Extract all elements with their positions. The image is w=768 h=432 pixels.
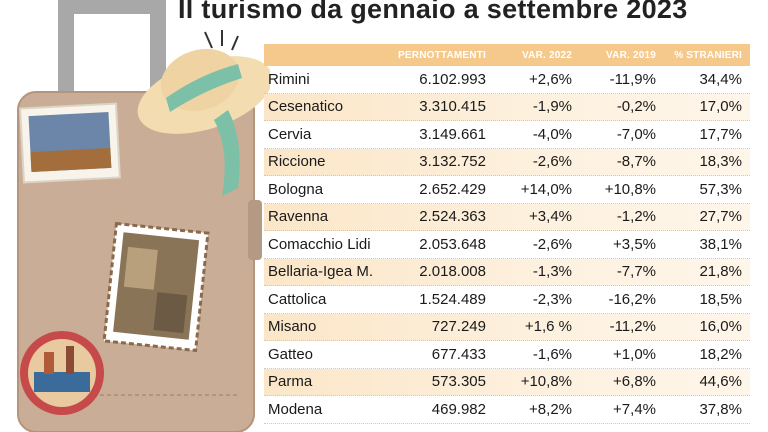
postage-stamp-icon	[19, 102, 121, 184]
header-pernottamenti: PERNOTTAMENTI	[398, 49, 486, 61]
row-pernottamenti: 2.524.363	[419, 208, 486, 226]
row-stranieri: 18,2%	[699, 345, 742, 363]
row-var-2019: -1,2%	[616, 208, 656, 226]
row-stranieri: 27,7%	[699, 208, 742, 226]
row-var-2022: +14,0%	[520, 180, 572, 198]
header-var-2022: VAR. 2022	[522, 49, 572, 61]
row-pernottamenti: 677.433	[431, 345, 486, 363]
row-pernottamenti: 573.305	[431, 373, 486, 391]
row-city: Ravenna	[268, 208, 329, 226]
row-stranieri: 17,0%	[699, 98, 742, 116]
row-city: Riccione	[268, 153, 326, 171]
row-var-2022: -2,3%	[532, 290, 572, 308]
row-var-2022: -2,6%	[532, 235, 572, 253]
row-stranieri: 21,8%	[699, 263, 742, 281]
table-row: Comacchio Lidi 2.053.648 -2,6% +3,5% 38,1%	[264, 231, 750, 259]
row-city: Comacchio Lidi	[268, 235, 371, 253]
row-var-2022: -1,9%	[532, 98, 572, 116]
row-var-2022: +1,6 %	[524, 318, 572, 336]
row-stranieri: 34,4%	[699, 70, 742, 88]
suitcase-handle-icon	[58, 0, 166, 100]
row-stranieri: 44,6%	[699, 373, 742, 391]
row-var-2019: +3,5%	[613, 235, 656, 253]
row-city: Rimini	[268, 70, 310, 88]
row-var-2022: +8,2%	[529, 400, 572, 418]
row-var-2019: +6,8%	[613, 373, 656, 391]
row-var-2019: -8,7%	[616, 153, 656, 171]
tourism-table: PERNOTTAMENTI VAR. 2022 VAR. 2019 % STRA…	[264, 44, 750, 424]
row-var-2019: +10,8%	[604, 180, 656, 198]
table-row: Parma 573.305 +10,8% +6,8% 44,6%	[264, 368, 750, 396]
row-city: Modena	[268, 400, 323, 418]
postage-stamp-icon	[102, 221, 210, 353]
table-row: Cattolica 1.524.489 -2,3% -16,2% 18,5%	[264, 286, 750, 314]
row-stranieri: 37,8%	[699, 400, 742, 418]
table-row: Cesenatico 3.310.415 -1,9% -0,2% 17,0%	[264, 93, 750, 121]
table-row: Ravenna 2.524.363 +3,4% -1,2% 27,7%	[264, 203, 750, 231]
row-city: Cesenatico	[268, 98, 344, 116]
row-var-2019: -11,9%	[609, 70, 656, 88]
table-header: PERNOTTAMENTI VAR. 2022 VAR. 2019 % STRA…	[264, 44, 750, 66]
row-city: Bologna	[268, 180, 324, 198]
row-pernottamenti: 3.132.752	[419, 153, 486, 171]
row-pernottamenti: 2.053.648	[419, 235, 486, 253]
row-stranieri: 18,5%	[699, 290, 742, 308]
row-var-2022: +3,4%	[529, 208, 572, 226]
row-pernottamenti: 727.249	[431, 318, 486, 336]
row-stranieri: 18,3%	[699, 153, 742, 171]
row-pernottamenti: 2.652.429	[419, 180, 486, 198]
row-pernottamenti: 3.149.661	[419, 125, 486, 143]
table-row: Riccione 3.132.752 -2,6% -8,7% 18,3%	[264, 148, 750, 176]
page-title: Il turismo da gennaio a settembre 2023	[178, 0, 688, 24]
row-pernottamenti: 2.018.008	[419, 263, 486, 281]
row-city: Bellaria-Igea M.	[268, 263, 374, 281]
straw-hat-icon	[137, 30, 270, 196]
row-var-2019: -0,2%	[616, 98, 656, 116]
row-pernottamenti: 6.102.993	[419, 70, 486, 88]
table-row: Cervia 3.149.661 -4,0% -7,0% 17,7%	[264, 121, 750, 149]
table-row: Bologna 2.652.429 +14,0% +10,8% 57,3%	[264, 176, 750, 204]
suitcase-illustration	[17, 0, 270, 432]
row-stranieri: 17,7%	[699, 125, 742, 143]
table-row: Modena 469.982 +8,2% +7,4% 37,8%	[264, 396, 750, 424]
row-city: Parma	[268, 373, 313, 391]
row-var-2022: -1,6%	[532, 345, 572, 363]
row-var-2022: -2,6%	[532, 153, 572, 171]
row-city: Cervia	[268, 125, 312, 143]
row-var-2019: +1,0%	[613, 345, 656, 363]
header-stranieri: % STRANIERI	[674, 49, 742, 61]
row-var-2019: +7,4%	[613, 400, 656, 418]
table-row: Bellaria-Igea M. 2.018.008 -1,3% -7,7% 21,8%	[264, 258, 750, 286]
table-row: Rimini 6.102.993 +2,6% -11,9% 34,4%	[264, 66, 750, 94]
row-city: Gatteo	[268, 345, 314, 363]
row-var-2022: -1,3%	[532, 263, 572, 281]
table-row: Gatteo 677.433 -1,6% +1,0% 18,2%	[264, 341, 750, 369]
row-var-2019: -11,2%	[609, 318, 656, 336]
row-pernottamenti: 3.310.415	[419, 98, 486, 116]
table-body: Rimini 6.102.993 +2,6% -11,9% 34,4% Cesenatic…	[264, 66, 750, 424]
header-var-2019: VAR. 2019	[606, 49, 656, 61]
row-city: Misano	[268, 318, 317, 336]
row-stranieri: 38,1%	[699, 235, 742, 253]
row-stranieri: 16,0%	[699, 318, 742, 336]
row-city: Cattolica	[268, 290, 327, 308]
row-pernottamenti: 469.982	[431, 400, 486, 418]
row-var-2019: -16,2%	[608, 290, 656, 308]
row-var-2022: -4,0%	[532, 125, 572, 143]
row-pernottamenti: 1.524.489	[419, 290, 486, 308]
row-stranieri: 57,3%	[699, 180, 742, 198]
row-var-2019: -7,7%	[616, 263, 656, 281]
row-var-2022: +2,6%	[529, 70, 572, 88]
row-var-2022: +10,8%	[520, 373, 572, 391]
travel-sticker-icon	[20, 331, 104, 415]
row-var-2019: -7,0%	[616, 125, 656, 143]
table-row: Misano 727.249 +1,6 % -11,2% 16,0%	[264, 313, 750, 341]
